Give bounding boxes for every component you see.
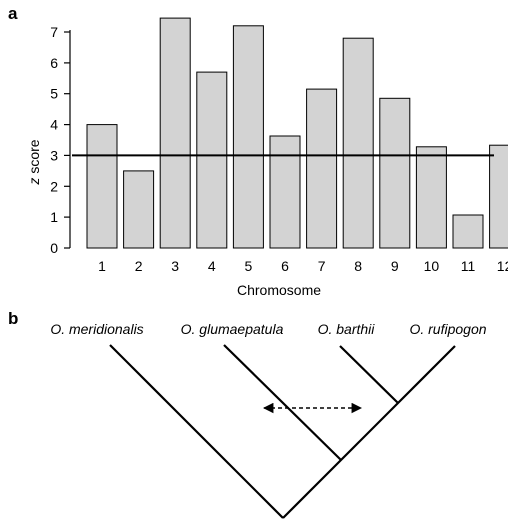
taxon-rufipogon: O. rufipogon — [409, 321, 486, 337]
x-tick-label: 10 — [424, 258, 440, 274]
phylogenetic-tree: O. meridionalis O. glumaepatula O. barth… — [50, 321, 487, 519]
bar-chromosome-10 — [415, 146, 447, 249]
bar-chromosome-12 — [489, 144, 508, 249]
taxon-glumaepatula: O. glumaepatula — [181, 321, 284, 337]
y-tick-label: 6 — [50, 55, 58, 71]
x-axis-title: Chromosome — [237, 282, 321, 298]
branch-glumaepatula — [223, 344, 342, 461]
y-tick-label: 7 — [50, 24, 58, 40]
y-tick-label: 3 — [50, 147, 58, 163]
bar-chromosome-9 — [379, 97, 411, 249]
y-axis-title-italic: z — [26, 178, 42, 186]
y-axis-title-rest: score — [26, 139, 42, 177]
panel-a-label: a — [8, 4, 18, 23]
y-tick-label: 5 — [50, 86, 58, 102]
taxon-meridionalis: O. meridionalis — [50, 321, 143, 337]
x-tick-label: 7 — [318, 258, 326, 274]
branch-meridionalis — [109, 344, 284, 519]
branch-barthii — [339, 345, 399, 404]
y-tick-label: 1 — [50, 209, 58, 225]
bar-chromosome-8 — [342, 37, 374, 249]
x-tick-label: 1 — [98, 258, 106, 274]
x-tick-label: 2 — [135, 258, 143, 274]
x-tick-label: 9 — [391, 258, 399, 274]
x-tick-label: 5 — [245, 258, 253, 274]
y-axis: 0 1 2 3 4 5 6 7 — [50, 24, 71, 256]
bar-chromosome-4 — [196, 71, 228, 249]
x-tick-label: 4 — [208, 258, 216, 274]
y-axis-title: z score — [26, 139, 42, 185]
x-tick-label: 6 — [281, 258, 289, 274]
panel-b-label: b — [8, 309, 18, 328]
x-ticks: 123456789101112 — [98, 258, 508, 274]
x-tick-label: 11 — [461, 258, 476, 274]
x-tick-label: 3 — [171, 258, 179, 274]
bars — [86, 17, 508, 249]
bar-chromosome-5 — [232, 25, 264, 249]
bar-chromosome-7 — [306, 88, 338, 249]
y-tick-label: 2 — [50, 178, 58, 194]
y-ticks: 0 1 2 3 4 5 6 7 — [50, 24, 70, 256]
bar-chromosome-1 — [86, 124, 118, 249]
y-tick-label: 0 — [50, 240, 58, 256]
branch-root-to-rufipogon — [282, 345, 456, 519]
bar-chromosome-3 — [159, 17, 191, 249]
bar-chromosome-2 — [123, 170, 155, 249]
x-tick-label: 8 — [354, 258, 362, 274]
bar-chromosome-6 — [269, 135, 301, 249]
bar-chromosome-11 — [452, 214, 484, 249]
x-tick-label: 12 — [497, 258, 508, 274]
taxon-barthii: O. barthii — [318, 321, 376, 337]
y-tick-label: 4 — [50, 117, 58, 133]
